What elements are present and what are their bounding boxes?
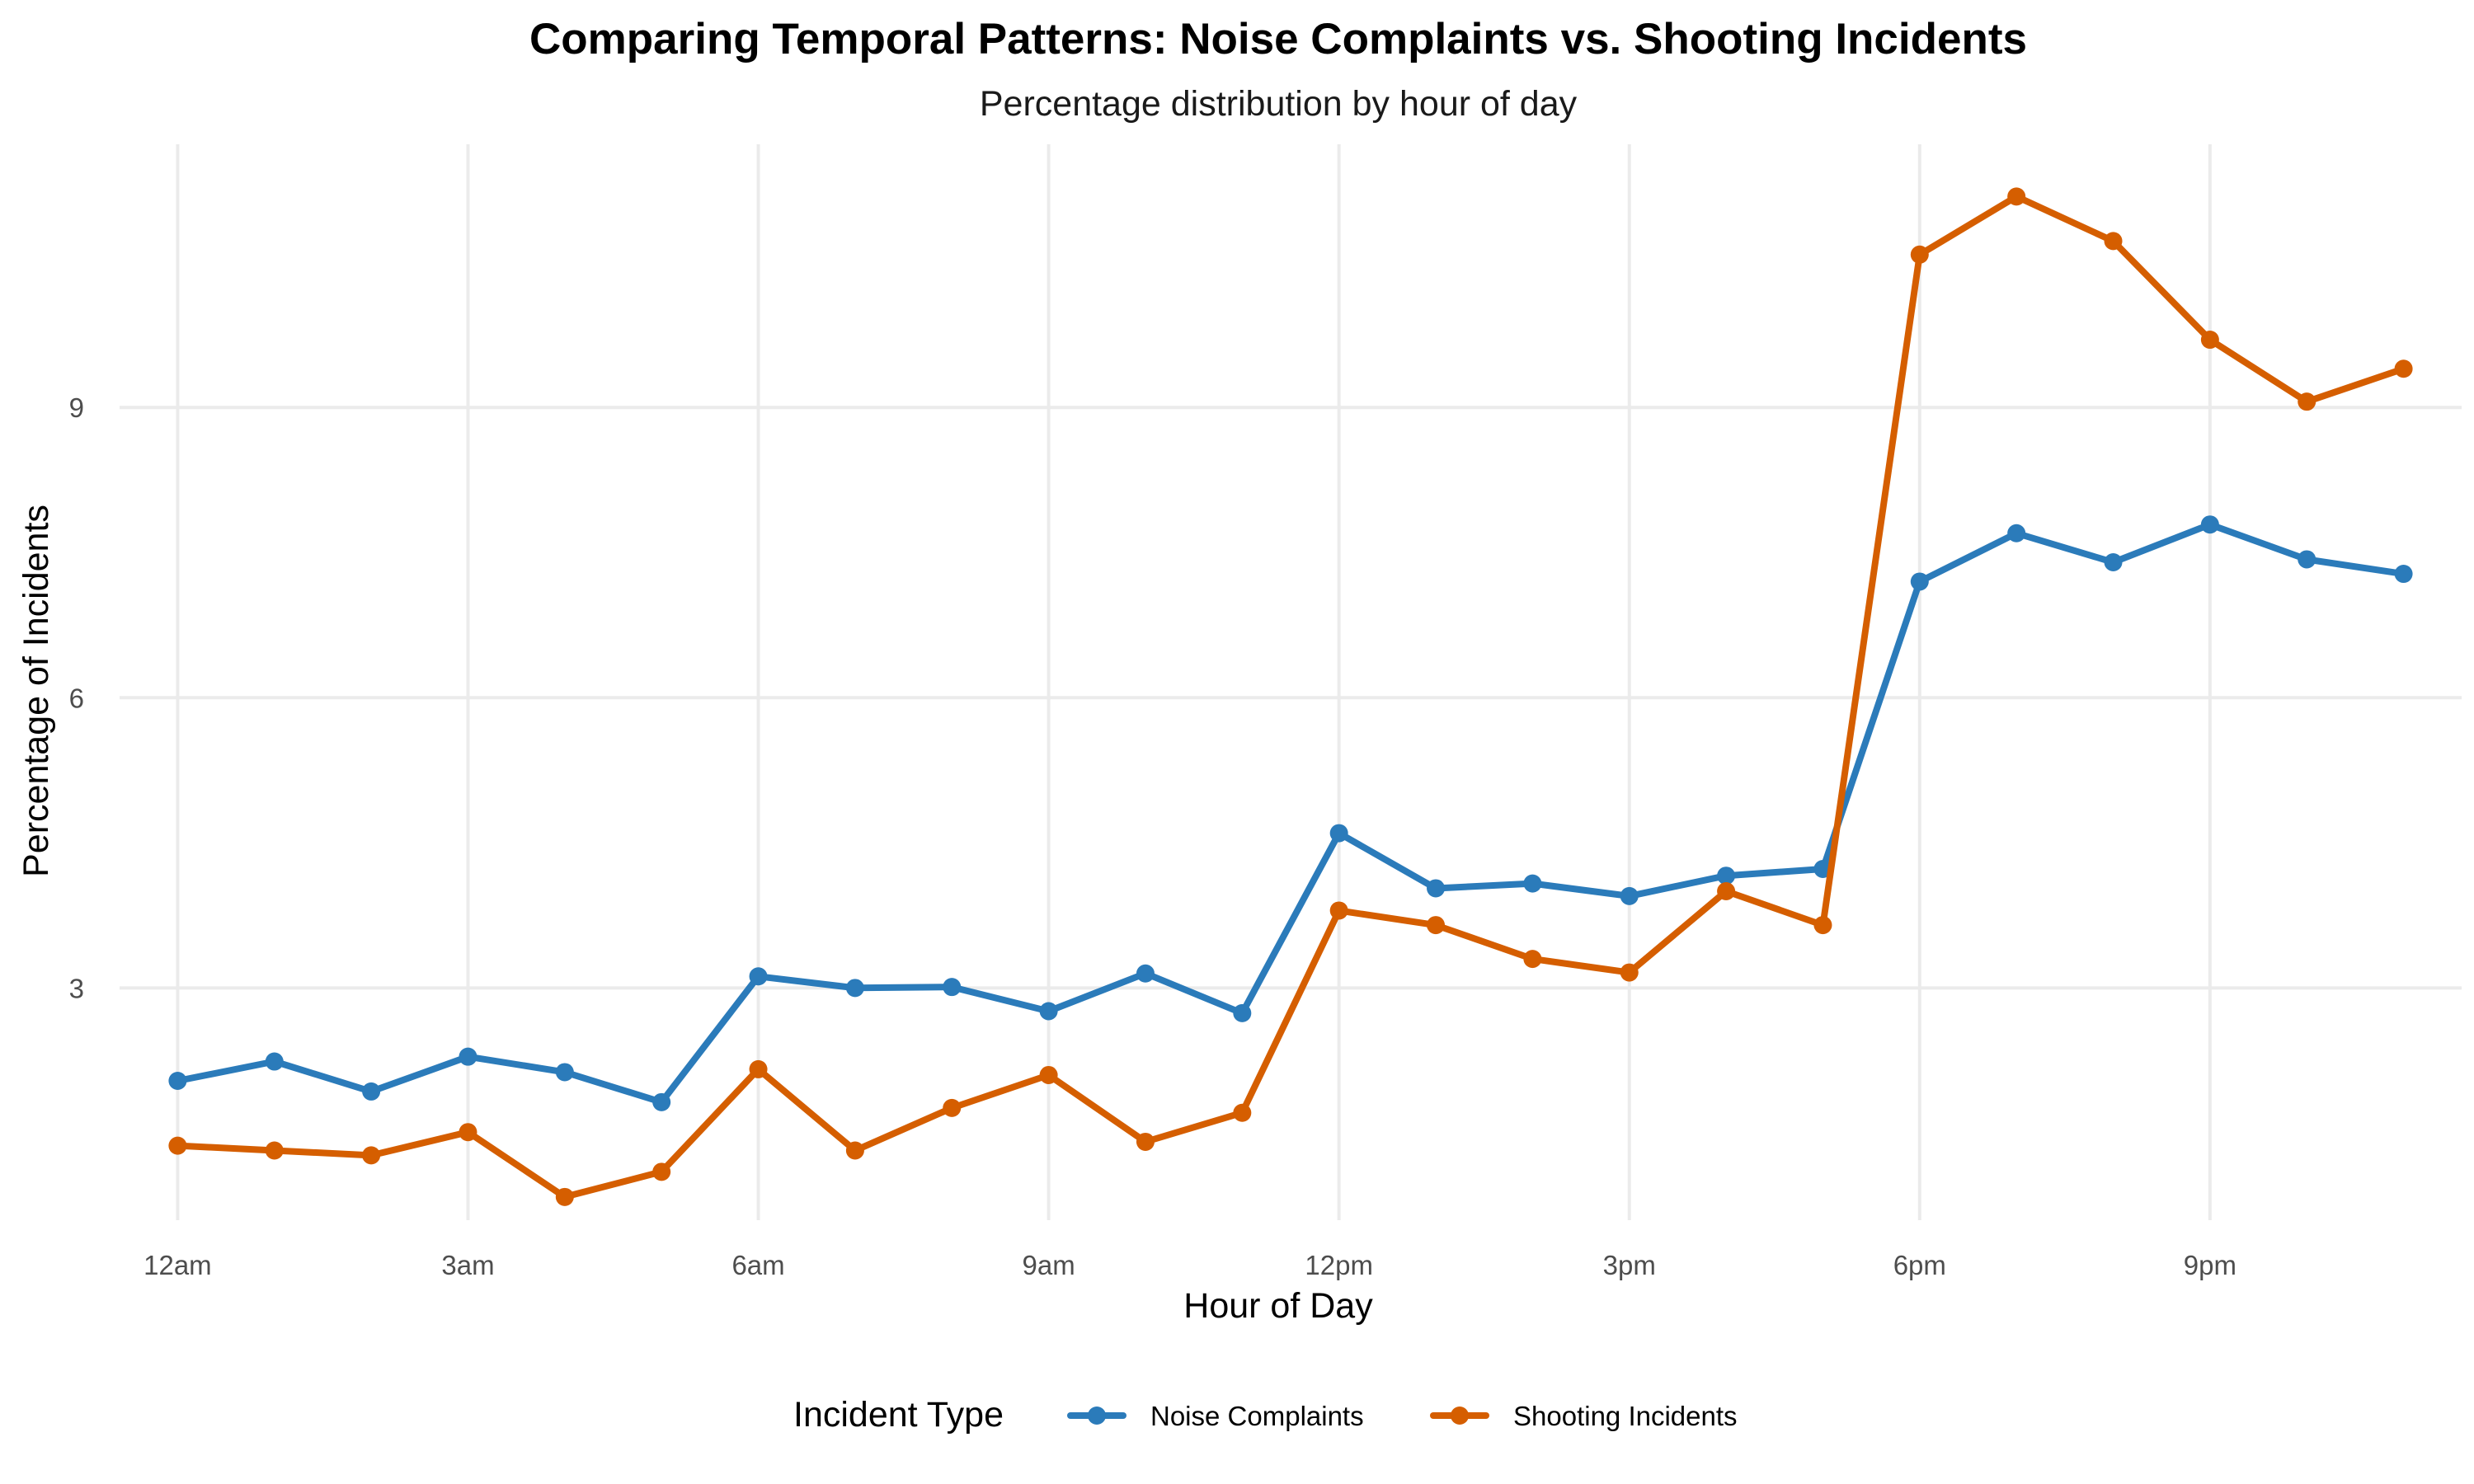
data-point-shooting-incidents	[1910, 245, 1929, 264]
y-tick-label: 6	[69, 683, 84, 713]
x-axis-title: Hour of Day	[1183, 1286, 1373, 1326]
chart-title: Comparing Temporal Patterns: Noise Compl…	[529, 15, 2027, 63]
y-tick-label: 9	[69, 392, 84, 423]
data-point-noise-complaints	[1136, 964, 1155, 983]
data-point-noise-complaints	[943, 978, 962, 997]
data-point-shooting-incidents	[652, 1162, 671, 1181]
data-point-shooting-incidents	[1039, 1065, 1058, 1084]
data-point-noise-complaints	[2007, 524, 2026, 542]
grid	[120, 144, 2462, 1220]
data-point-shooting-incidents	[845, 1141, 864, 1160]
x-tick-label: 12am	[143, 1250, 212, 1280]
x-tick-label: 6am	[731, 1250, 784, 1280]
legend-label-shooting-incidents: Shooting Incidents	[1513, 1401, 1738, 1431]
data-point-noise-complaints	[459, 1047, 477, 1066]
data-point-noise-complaints	[1523, 874, 1542, 893]
legend-label-noise-complaints: Noise Complaints	[1150, 1401, 1364, 1431]
x-tick-label: 3pm	[1603, 1250, 1656, 1280]
data-point-noise-complaints	[749, 967, 768, 986]
series-line-shooting-incidents	[174, 193, 2407, 1200]
data-point-noise-complaints	[1717, 866, 1736, 885]
data-point-noise-complaints	[1620, 886, 1639, 905]
data-point-shooting-incidents	[1329, 901, 1348, 920]
x-tick-label: 3am	[441, 1250, 494, 1280]
data-point-shooting-incidents	[555, 1187, 574, 1206]
data-point-noise-complaints	[2298, 550, 2316, 569]
data-point-shooting-incidents	[1620, 963, 1639, 982]
data-point-shooting-incidents	[1136, 1132, 1155, 1151]
data-point-noise-complaints	[1427, 879, 1446, 898]
data-point-noise-complaints	[2394, 565, 2413, 584]
legend-key-point-shooting-incidents	[1451, 1407, 1469, 1425]
data-point-shooting-incidents	[1233, 1103, 1252, 1122]
data-point-shooting-incidents	[1427, 916, 1446, 935]
y-axis-title: Percentage of Incidents	[16, 505, 56, 877]
data-point-shooting-incidents	[265, 1141, 284, 1160]
data-point-shooting-incidents	[749, 1059, 768, 1078]
y-tick-label: 3	[69, 973, 84, 1003]
axis-ticks: 12am 3am 6am 9am 12pm 3pm 6pm 9pm 3 6 9	[69, 392, 2236, 1280]
data-point-shooting-incidents	[459, 1123, 477, 1142]
data-point-shooting-incidents	[2007, 187, 2026, 206]
series-line-noise-complaints	[174, 521, 2407, 1106]
data-point-shooting-incidents	[2200, 331, 2219, 350]
data-point-noise-complaints	[845, 979, 864, 998]
data-point-shooting-incidents	[1523, 950, 1542, 969]
data-point-noise-complaints	[2200, 515, 2219, 534]
legend-key-point-noise-complaints	[1088, 1407, 1106, 1425]
x-tick-label: 12pm	[1305, 1250, 1373, 1280]
legend: Incident Type Noise Complaints Shooting I…	[793, 1395, 1738, 1435]
data-point-noise-complaints	[168, 1072, 187, 1091]
x-tick-label: 6pm	[1893, 1250, 1946, 1280]
data-point-noise-complaints	[652, 1092, 671, 1111]
data-point-shooting-incidents	[2298, 392, 2316, 411]
data-point-shooting-incidents	[168, 1136, 187, 1155]
plot-series	[168, 187, 2413, 1206]
data-point-shooting-incidents	[943, 1098, 962, 1117]
data-point-noise-complaints	[1910, 572, 1929, 591]
data-point-noise-complaints	[2104, 552, 2123, 571]
data-point-noise-complaints	[362, 1082, 381, 1101]
data-point-shooting-incidents	[2394, 359, 2413, 378]
data-point-shooting-incidents	[1813, 916, 1832, 935]
data-point-shooting-incidents	[2104, 232, 2123, 251]
data-point-noise-complaints	[1233, 1003, 1252, 1022]
data-point-shooting-incidents	[1717, 881, 1736, 900]
x-tick-label: 9pm	[2184, 1250, 2236, 1280]
data-point-noise-complaints	[555, 1063, 574, 1082]
data-point-noise-complaints	[1329, 824, 1348, 843]
chart-subtitle: Percentage distribution by hour of day	[980, 84, 1578, 124]
legend-title: Incident Type	[793, 1395, 1004, 1435]
data-point-noise-complaints	[265, 1052, 284, 1071]
data-point-noise-complaints	[1039, 1002, 1058, 1021]
x-tick-label: 9am	[1023, 1250, 1075, 1280]
data-point-shooting-incidents	[362, 1146, 381, 1165]
